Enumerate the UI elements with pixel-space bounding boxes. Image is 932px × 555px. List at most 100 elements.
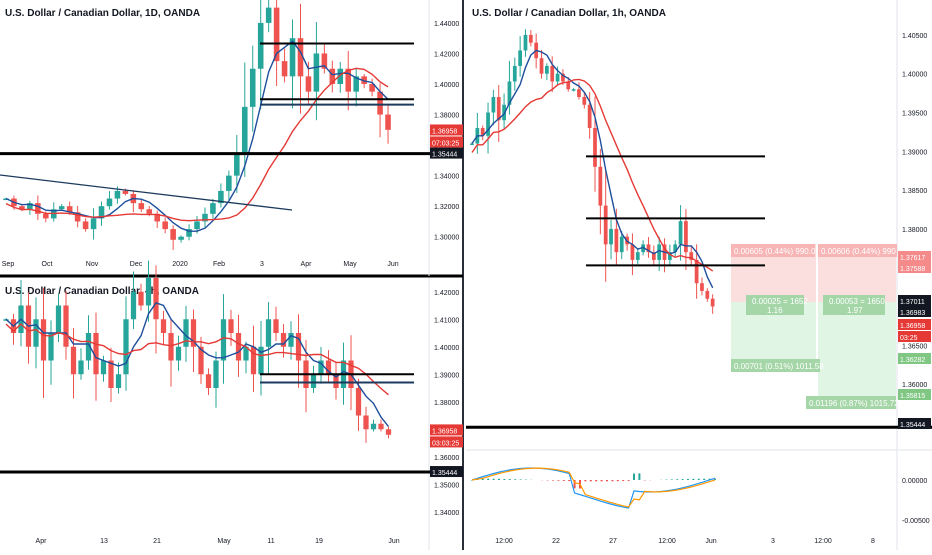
- candle-body: [684, 221, 688, 252]
- candle-body: [33, 319, 38, 347]
- candle-body: [43, 214, 49, 219]
- macd-histogram-bar: [601, 480, 603, 481]
- candle-body: [540, 58, 544, 74]
- candle-body: [470, 144, 474, 146]
- time-tick-label: Jun: [705, 538, 716, 545]
- candle-body: [377, 92, 383, 115]
- candle-body: [78, 361, 83, 375]
- macd-histogram-bar: [628, 480, 630, 481]
- candle-body: [311, 374, 316, 388]
- price-tick-label: 1.34000: [434, 174, 459, 181]
- macd-histogram-bar: [611, 480, 613, 481]
- macd-histogram-bar: [595, 480, 597, 481]
- candle-body: [146, 278, 151, 306]
- candle-body: [123, 319, 128, 374]
- candle-body: [615, 229, 619, 252]
- time-tick-label: Apr: [301, 261, 313, 268]
- candle-body: [206, 374, 211, 388]
- time-tick-label: 22: [552, 538, 560, 545]
- candle-body: [550, 66, 554, 82]
- time-tick-label: Nov: [86, 261, 99, 268]
- price-tick-label: 1.39500: [902, 111, 927, 118]
- candle-body: [588, 105, 592, 128]
- candle-body: [178, 237, 184, 240]
- time-tick-label: Apr: [36, 538, 48, 545]
- candle-body: [577, 89, 581, 97]
- macd-histogram-bar: [676, 479, 678, 480]
- macd-histogram-bar: [638, 473, 640, 480]
- badge-b8: 1.35815: [900, 393, 925, 400]
- countdown-badge: 07:03:25: [432, 140, 459, 147]
- macd-histogram-bar: [557, 480, 559, 481]
- time-tick-label: 3: [771, 538, 775, 545]
- price-tick-label: 1.36000: [902, 382, 927, 389]
- time-tick-label: May: [217, 538, 231, 545]
- macd-histogram-bar: [498, 479, 500, 480]
- candle-body: [194, 221, 200, 229]
- candle-body: [386, 429, 391, 435]
- price-tick-label: 1.35000: [434, 482, 459, 489]
- macd-histogram-bar: [568, 480, 570, 481]
- last-price-badge: 1.36958: [432, 128, 457, 135]
- candle-body: [250, 69, 256, 107]
- badge-b7: 1.36282: [900, 357, 925, 364]
- time-tick-label: 19: [315, 538, 323, 545]
- short2-risk-label: 0.00606 (0.44%) 990: [821, 247, 896, 256]
- macd-histogram-bar: [503, 479, 505, 480]
- short1-risk-label: 0.00605 (0.44%) 990.01: [734, 247, 820, 256]
- candle-body: [266, 8, 272, 23]
- candle-body: [63, 306, 68, 347]
- candle-body: [513, 66, 517, 82]
- short2-reward-zone: [818, 302, 896, 409]
- macd-histogram-bar: [514, 479, 516, 480]
- price-tick-label: 1.38000: [434, 113, 459, 120]
- time-tick-label: 13: [100, 538, 108, 545]
- price-tick-label: 1.40500: [902, 33, 927, 40]
- time-tick-label: May: [343, 261, 357, 268]
- badge-b6: 03:25: [900, 335, 918, 342]
- candle-body: [234, 153, 240, 176]
- candle-body: [492, 97, 496, 113]
- candle-body: [711, 299, 715, 307]
- candle-body: [221, 319, 226, 360]
- candle-body: [123, 191, 129, 194]
- candle-body: [636, 252, 640, 260]
- candle-body: [679, 221, 683, 244]
- price-tick-label: 1.40000: [434, 82, 459, 89]
- candle-body: [56, 306, 61, 334]
- candle-body: [213, 361, 218, 389]
- time-tick-label: 12:00: [658, 538, 676, 545]
- short2-target-label: 0.01196 (0.87%) 1015.72: [809, 399, 899, 408]
- candle-body: [153, 278, 158, 319]
- candle-body: [41, 319, 46, 360]
- h4-title: U.S. Dollar / Canadian Dollar, 4h, OANDA: [5, 286, 199, 297]
- short1-target-label: 0.00701 (0.51%) 1011.58: [734, 362, 824, 371]
- candle-body: [170, 229, 176, 240]
- time-tick-label: 11: [267, 538, 274, 545]
- candle-body: [71, 347, 76, 375]
- macd-histogram-bar: [487, 479, 489, 480]
- candle-body: [524, 35, 528, 51]
- candle-body: [59, 206, 65, 209]
- badge-b5: 1.36958: [900, 323, 925, 330]
- candle-body: [572, 89, 576, 91]
- candle-body: [107, 199, 113, 207]
- time-tick-label: Jun: [387, 261, 398, 268]
- badge-level: 1.35444: [900, 422, 925, 429]
- candle-body: [116, 374, 121, 388]
- macd-histogram-bar: [617, 480, 619, 481]
- candle-body: [356, 388, 361, 416]
- candle-body: [228, 319, 233, 333]
- price-tick-label: 1.36500: [902, 343, 927, 350]
- time-tick-label: 21: [153, 538, 161, 545]
- h1-title: U.S. Dollar / Canadian Dollar, 1h, OANDA: [472, 8, 666, 19]
- macd-histogram-bar: [682, 479, 684, 480]
- candle-body: [598, 167, 602, 206]
- candle-body: [306, 76, 312, 91]
- time-tick-label: 8: [871, 538, 875, 545]
- candle-body: [705, 291, 709, 299]
- macd-histogram-bar: [633, 474, 635, 480]
- macd-histogram-bar: [703, 479, 705, 480]
